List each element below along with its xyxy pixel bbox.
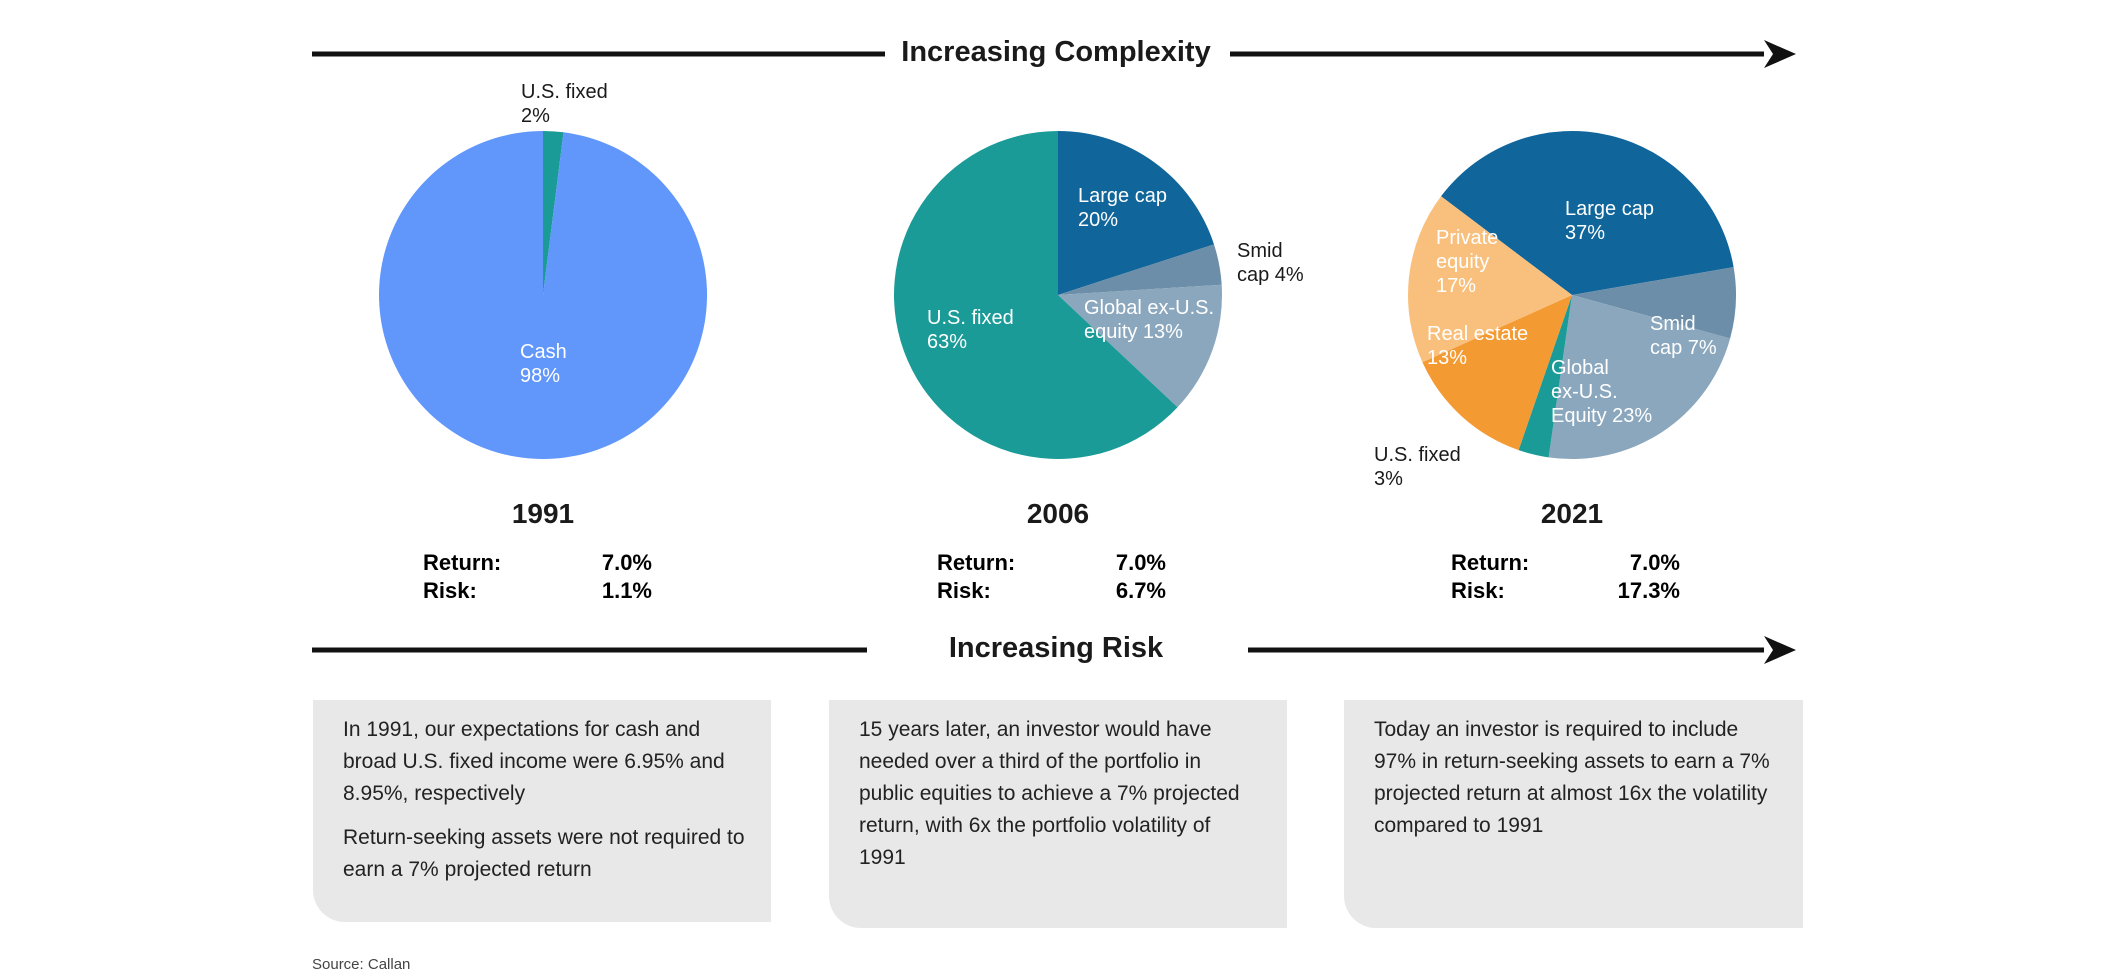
pie-1991 [379,131,708,459]
risk-label-2021: Risk: [1451,578,1505,603]
slice-labels: U.S. fixed 2% Cash 98% Large cap 20% Smid cap 4… [520,81,1717,490]
pie-2006 [894,131,1223,459]
pie-slice-2021-global-ex-u-s-equity [1548,295,1731,459]
return-label-2006: Return: [937,550,1015,575]
note-box-1991: In 1991, our expectations for cash and b… [313,700,771,922]
pie-slice-2021-private-equity [1407,196,1572,363]
slice-label-p3-global: Global ex-U.S. Equity 23% [1551,357,1652,427]
slice-label-p2-global-ex-u-s: Global ex-U.S. equity 13% [1084,297,1214,343]
return-label-2021: Return: [1451,550,1529,575]
pie-slice-2021-u-s-fixed [1518,295,1572,458]
note-1991-text-2: Return-seeking assets were not required … [343,826,745,881]
slice-label-p1-u-s-fixed: U.S. fixed 2% [521,81,608,127]
bottom-arrow: Increasing Risk [312,632,1796,664]
risk-label-2006: Risk: [937,578,991,603]
pie-slice-1991-cash [379,131,708,459]
note-box-2006: 15 years later, an investor would have n… [829,700,1287,928]
pie-slice-1991-u-s-fixed [543,131,564,295]
year-2021: 2021 [1541,498,1603,529]
pie-slice-2006-global-ex-u-s-equity [1058,284,1223,408]
slice-label-p3-large-cap: Large cap 37% [1565,198,1654,244]
return-value-2021: 7.0% [1630,550,1680,575]
year-stats: 1991 Return: 7.0% Risk: 1.1% 2006 Return… [423,498,1680,603]
slice-label-p3-u-s-fixed: U.S. fixed 3% [1374,444,1461,490]
slice-label-p3-smid: Smid cap 7% [1650,313,1717,359]
pie-2021 [1407,130,1737,459]
source-note: Source: Callan [312,956,411,973]
note-box-2021: Today an investor is required to include… [1344,700,1803,928]
risk-value-2006: 6.7% [1116,578,1166,603]
risk-value-2021: 17.3% [1618,578,1680,603]
return-label-1991: Return: [423,550,501,575]
pie-slice-2006-large-cap [1058,131,1214,295]
return-value-2006: 7.0% [1116,550,1166,575]
top-arrow-label: Increasing Complexity [901,36,1210,68]
bottom-arrow-label: Increasing Risk [949,632,1164,664]
return-value-1991: 7.0% [602,550,652,575]
risk-value-1991: 1.1% [602,578,652,603]
slice-label-p3-private: Private equity 17% [1436,227,1498,297]
pie-slice-2006-u-s-fixed [894,131,1178,459]
slice-label-p3-real-estate: Real estate 13% [1427,323,1528,369]
risk-label-1991: Risk: [423,578,477,603]
pie-slice-2021-real-estate [1422,295,1572,451]
year-2006: 2006 [1027,498,1089,529]
slice-label-p2-large-cap: Large cap 20% [1078,185,1167,231]
pie-slice-2021-smid-cap [1572,267,1737,339]
note-2006-text: 15 years later, an investor would have n… [859,718,1240,869]
note-2021-text: Today an investor is required to include… [1374,718,1770,837]
pie-slice-2021-large-cap [1441,130,1734,295]
slice-label-p2-smid: Smid cap 4% [1237,240,1304,286]
year-1991: 1991 [512,498,574,529]
pie-slice-2006-smid-cap [1058,244,1222,295]
top-arrow: Increasing Complexity [312,36,1796,68]
slice-label-p2-u-s-fixed: U.S. fixed 63% [927,307,1014,353]
note-1991-text-1: In 1991, our expectations for cash and b… [343,718,725,805]
slice-label-p1-cash: Cash 98% [520,341,567,387]
